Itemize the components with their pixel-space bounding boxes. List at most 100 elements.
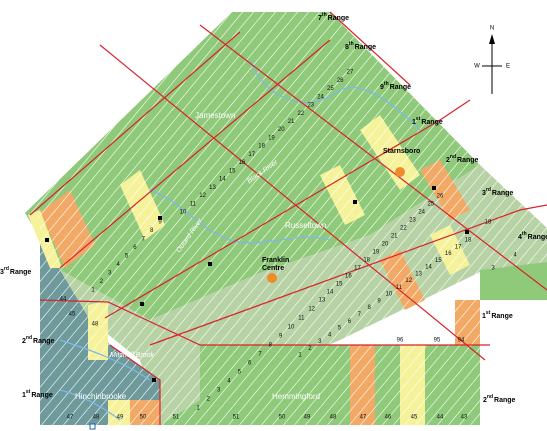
lot-number: 13: [319, 298, 326, 304]
lot-line: [0, 0, 288, 431]
lot-number: 12: [199, 193, 206, 199]
range-number: 4: [518, 234, 522, 241]
lot-number: 95: [434, 338, 441, 344]
lot-line: [336, 12, 547, 425]
range-number: 1: [482, 313, 486, 320]
lot-number: 21: [288, 119, 295, 125]
lot-number: 16: [445, 251, 452, 257]
lot-number: 9: [279, 334, 283, 340]
range-line: [109, 344, 161, 425]
orange-lot: [350, 345, 375, 425]
lot-line: [0, 0, 13, 431]
lot-number: 44: [437, 415, 444, 421]
lot-number: 49: [117, 415, 124, 421]
lot-number: 1: [91, 288, 95, 294]
lot-number: 19: [268, 135, 275, 141]
lot-line: [358, 12, 547, 425]
lot-number: 50: [140, 415, 147, 421]
orange-lot: [130, 400, 160, 425]
lot-line: [303, 12, 547, 425]
lot-line: [25, 12, 399, 425]
lot-number: 11: [396, 285, 403, 291]
range-label: 7thRange: [318, 12, 349, 22]
marker: [89, 423, 96, 430]
range-word: Range: [457, 157, 479, 164]
lot-line: [0, 0, 2, 431]
range-number: 9: [380, 84, 384, 91]
yellow-lot: [88, 300, 108, 360]
lot-number: 10: [386, 292, 393, 298]
range-line: [329, 11, 411, 86]
range-label: 1stRange: [22, 389, 53, 399]
lot-number: 4: [227, 379, 231, 385]
range-suffix: nd: [450, 154, 456, 160]
lot-number: 96: [397, 338, 404, 344]
lot-number: 25: [327, 86, 334, 92]
lot-line: [248, 12, 547, 425]
lot-number: 11: [190, 201, 197, 207]
lot-number: 6: [348, 319, 352, 325]
lot-line: [391, 12, 547, 425]
range-label: 3rdRange: [0, 266, 31, 276]
range-line: [29, 31, 241, 216]
range-label: 2ndRange: [446, 154, 479, 164]
lot-number: 17: [248, 152, 255, 158]
place-label: Centre: [262, 265, 284, 272]
range-word: Range: [491, 313, 513, 320]
lot-line: [0, 0, 321, 431]
compass-e: E: [506, 64, 510, 70]
lot-number: 9: [158, 220, 162, 226]
lot-number: 51: [173, 415, 180, 421]
lot-number: 7: [142, 237, 146, 243]
town-dot: [267, 273, 277, 283]
lot-number: 3: [217, 388, 221, 394]
lot-number: 21: [391, 234, 398, 240]
lot-number: 2: [100, 279, 104, 285]
lot-line: [380, 12, 547, 425]
lot-number: 18: [363, 258, 370, 264]
range-word: Range: [390, 84, 412, 91]
lot-number: 15: [229, 168, 236, 174]
marker: [45, 238, 49, 242]
lot-line: [292, 12, 547, 425]
lot-number: 44: [60, 297, 67, 303]
range-suffix: st: [486, 310, 491, 316]
range-word: Range: [33, 338, 55, 345]
range-line: [199, 24, 547, 291]
compass-arrow: [489, 34, 495, 44]
range-suffix: th: [349, 41, 354, 47]
lot-number: 7: [358, 312, 362, 318]
range-suffix: th: [322, 12, 327, 18]
marker: [140, 302, 144, 306]
lot-number: 43: [461, 415, 468, 421]
orange-lot: [40, 190, 95, 268]
lot-number: 27: [347, 70, 354, 76]
marker: [152, 378, 156, 382]
range-line: [149, 204, 547, 346]
range-number: 2: [483, 397, 487, 404]
lot-line: [402, 12, 547, 425]
marker: [465, 230, 469, 234]
range-word: Range: [31, 392, 53, 399]
lot-number: 5: [238, 370, 242, 376]
range-suffix: nd: [26, 335, 32, 341]
range-word: Range: [328, 15, 350, 22]
range-word: Range: [355, 44, 377, 51]
lot-line: [25, 12, 388, 425]
lot-number: 4: [328, 332, 332, 338]
lot-number: 51: [233, 415, 240, 421]
town-dot: [395, 167, 405, 177]
lot-number: 4: [513, 253, 517, 259]
lot-number: 24: [317, 94, 324, 100]
lot-number: 3: [491, 266, 495, 272]
range-number: 1: [412, 119, 416, 126]
range-suffix: th: [522, 231, 527, 237]
lot-number: 48: [93, 415, 100, 421]
range-label: 3rdRange: [482, 187, 513, 197]
lot-line: [281, 12, 547, 425]
range-word: Range: [10, 269, 32, 276]
compass-n: N: [490, 26, 494, 32]
lot-number: 8: [150, 228, 154, 234]
range-lines: [29, 11, 547, 425]
